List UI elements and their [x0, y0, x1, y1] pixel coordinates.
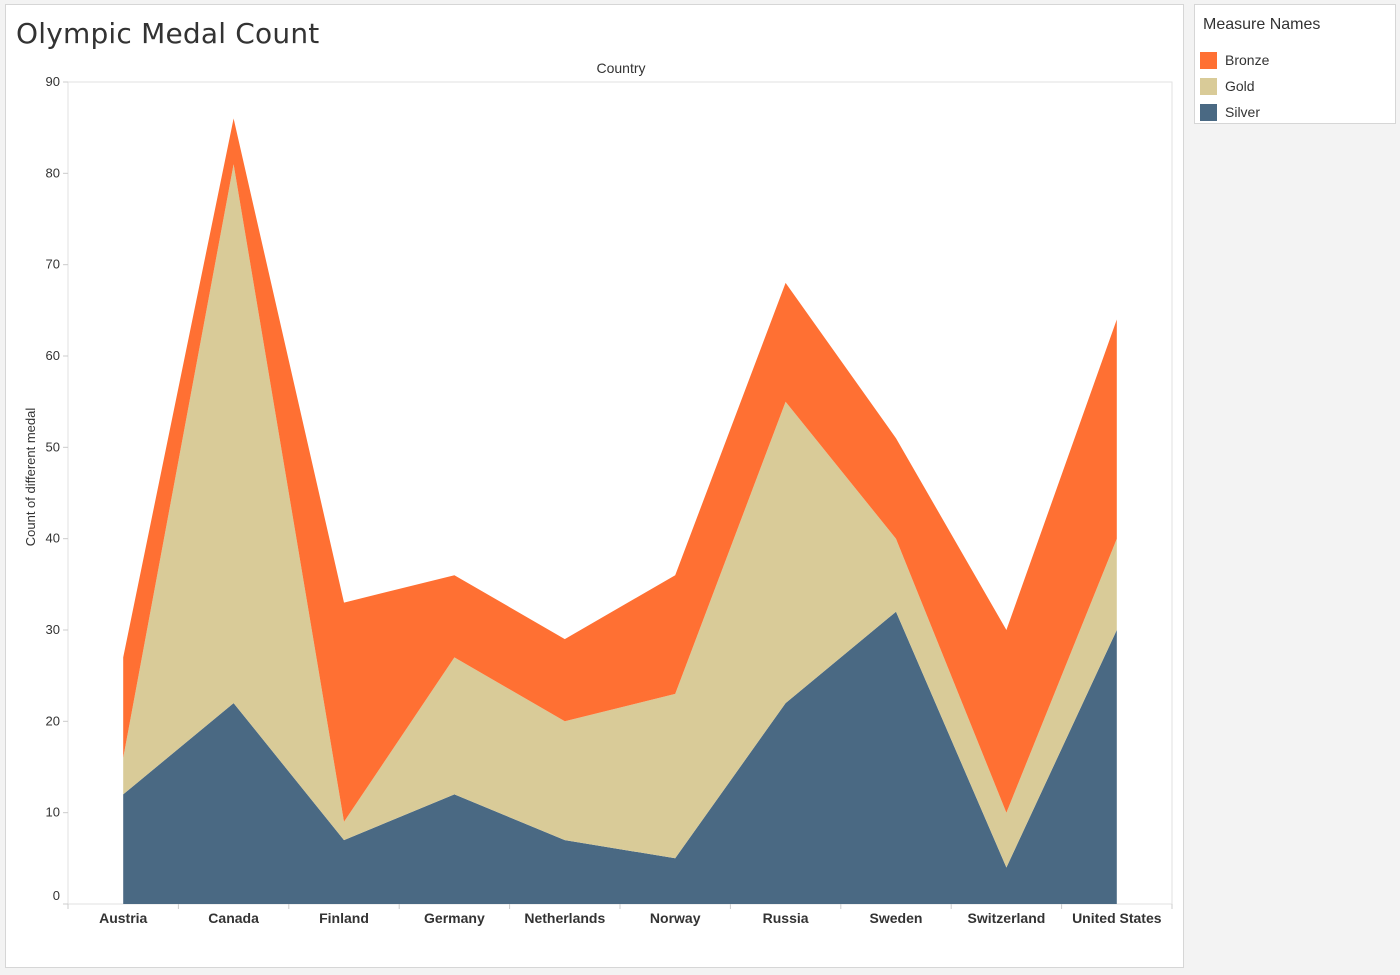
x-tick-label-finland: Finland: [319, 910, 369, 926]
legend-swatch-bronze: [1200, 51, 1217, 69]
x-tick-label-netherlands: Netherlands: [524, 910, 605, 926]
legend-label-silver: Silver: [1225, 104, 1261, 120]
y-axis-title: Count of different medal: [23, 408, 38, 547]
y-tick-label-40: 40: [46, 531, 60, 546]
legend-item-gold[interactable]: Gold: [1200, 73, 1269, 99]
x-tick-label-russia: Russia: [763, 910, 809, 926]
area-series-group: [123, 118, 1117, 904]
y-tick-label-10: 10: [46, 805, 60, 820]
chart-title: Olympic Medal Count: [16, 17, 320, 50]
legend-label-gold: Gold: [1225, 78, 1255, 94]
legend-list: Bronze Gold Silver: [1200, 47, 1269, 125]
legend-item-bronze[interactable]: Bronze: [1200, 47, 1269, 73]
x-tick-label-austria: Austria: [99, 910, 147, 926]
area-gold: [123, 164, 1117, 868]
y-tick-label-0: 0: [53, 888, 60, 903]
legend: Measure Names Bronze Gold Silver: [1194, 4, 1396, 124]
legend-title: Measure Names: [1203, 16, 1321, 33]
legend-label-bronze: Bronze: [1225, 52, 1270, 68]
x-tick-label-canada: Canada: [208, 910, 259, 926]
legend-swatch-silver: [1200, 103, 1217, 121]
y-tick-label-90: 90: [46, 74, 60, 89]
y-tick-label-50: 50: [46, 439, 60, 454]
x-tick-label-norway: Norway: [650, 910, 701, 926]
x-tick-label-germany: Germany: [424, 910, 485, 926]
legend-swatch-gold: [1200, 77, 1217, 95]
x-tick-label-sweden: Sweden: [870, 910, 923, 926]
y-tick-label-30: 30: [46, 622, 60, 637]
column-header-label: Country: [596, 60, 645, 76]
y-tick-label-60: 60: [46, 348, 60, 363]
legend-item-silver[interactable]: Silver: [1200, 99, 1269, 125]
y-tick-label-80: 80: [46, 165, 60, 180]
y-tick-label-70: 70: [46, 257, 60, 272]
x-tick-label-switzerland: Switzerland: [968, 910, 1046, 926]
x-tick-label-united-states: United States: [1072, 910, 1162, 926]
y-tick-label-20: 20: [46, 713, 60, 728]
area-bronze: [123, 118, 1117, 822]
area-chart: 0 10 20 30 40 50 60 70 80 90 Count of different me…: [23, 60, 1173, 926]
area-silver: [123, 611, 1117, 904]
